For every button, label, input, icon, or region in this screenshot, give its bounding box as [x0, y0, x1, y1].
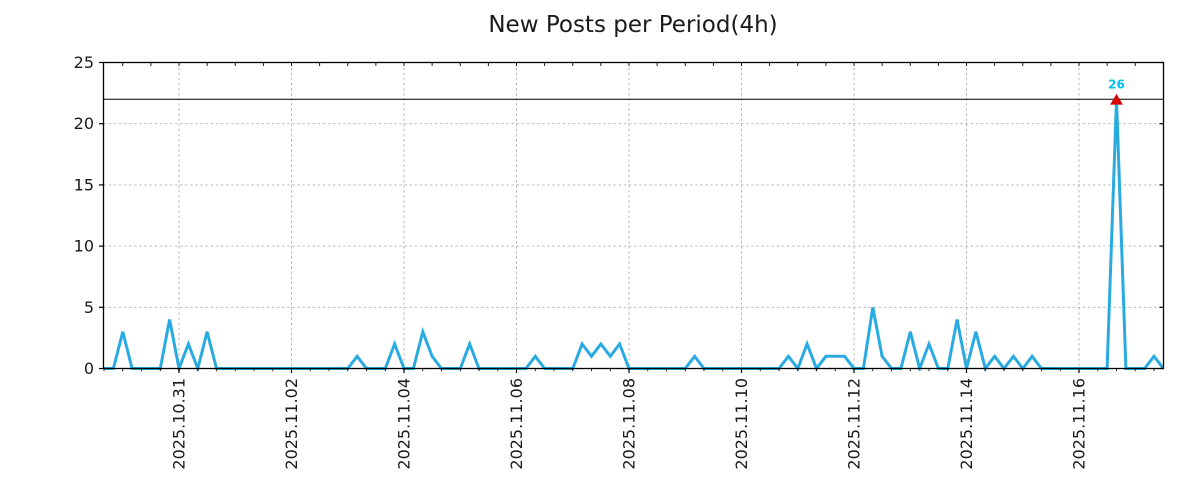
x-tick-label: 2025.11.14	[957, 378, 976, 470]
plot-frame	[102, 61, 1165, 370]
y-tick-label: 20	[74, 114, 94, 133]
x-tick-label: 2025.11.10	[732, 378, 751, 470]
y-tick-label: 10	[74, 237, 94, 256]
x-tick-label: 2025.11.16	[1070, 378, 1089, 470]
y-tick-label: 0	[84, 359, 94, 378]
y-tick-label: 5	[84, 298, 94, 317]
data-line	[104, 99, 1164, 371]
max-annotation-label: 26	[1108, 78, 1125, 92]
axis-ticks	[99, 61, 1164, 373]
y-tick-label: 15	[74, 175, 94, 194]
max-marker-triangle-icon	[1110, 93, 1123, 105]
x-tick-label: 2025.11.06	[507, 378, 526, 470]
gridlines	[103, 62, 1164, 369]
chart-title: New Posts per Period(4h)	[488, 12, 778, 38]
x-tick-label: 2025.11.12	[845, 378, 864, 470]
x-tick-label: 2025.11.04	[395, 378, 414, 470]
x-tick-label: 2025.11.08	[620, 378, 639, 470]
x-tick-label: 2025.10.31	[170, 378, 189, 470]
x-tick-label: 2025.11.02	[282, 378, 301, 470]
y-tick-label: 25	[74, 53, 94, 72]
